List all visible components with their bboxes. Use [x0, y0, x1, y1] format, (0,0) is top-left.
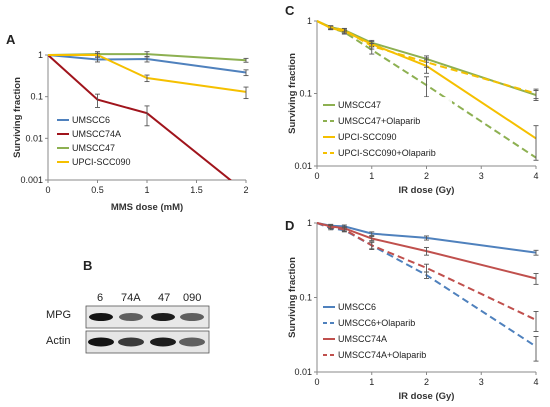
- chart-panel-a: 0 0.5 1 1.5 2 1 0.1 0.01 0.001 MMS dose (mM) Survi…: [12, 50, 249, 213]
- x-tick-label: 0.5: [91, 185, 104, 195]
- x-tick-label: 1.5: [190, 185, 203, 195]
- legend-entry: UMSCC74A+Olaparib: [338, 350, 426, 360]
- y-tick-label: 1: [38, 50, 43, 60]
- legend-entry: UMSCC6: [338, 302, 376, 312]
- legend: UMSCC6 UMSCC6+Olaparib UMSCC74A UMSCC74A+Ol…: [320, 299, 452, 363]
- chart-panel-c: 0 1 2 3 4 1 0.1 0.01 IR dose (Gy) Surviving fract…: [287, 16, 539, 196]
- series-line-umscc74a: [48, 54, 232, 180]
- mpg-band: [89, 313, 113, 321]
- y-axis-title: Surviving fraction: [12, 77, 23, 158]
- actin-band: [118, 337, 144, 347]
- legend-entry: UPCI-SCC090: [338, 132, 397, 142]
- blot-row-label-actin: Actin: [46, 335, 70, 347]
- blot-lane-label: 74A: [121, 292, 141, 304]
- plot-area: [317, 222, 539, 362]
- y-axis-title: Surviving fraction: [287, 257, 298, 338]
- legend-background: [54, 113, 136, 169]
- x-tick-label: 0: [314, 171, 319, 181]
- legend-background: [320, 97, 452, 161]
- y-tick-label: 0.1: [30, 92, 43, 102]
- x-tick-label: 1: [369, 377, 374, 387]
- actin-band: [179, 337, 205, 347]
- legend-entry: UMSCC74A: [338, 334, 387, 344]
- x-tick-label: 3: [479, 377, 484, 387]
- legend-entry: UMSCC6: [72, 115, 110, 125]
- legend-entry: UMSCC74A: [72, 129, 121, 139]
- y-tick-label: 0.001: [20, 175, 43, 185]
- x-tick-label: 4: [533, 377, 538, 387]
- x-tick-label: 0: [314, 377, 319, 387]
- mpg-band: [119, 313, 143, 321]
- plot-area: [48, 51, 249, 180]
- legend: UMSCC6 UMSCC74A UMSCC47 UPCI-SCC090: [54, 113, 136, 169]
- chart-panel-d: 0 1 2 3 4 1 0.1 0.01 IR dose (Gy) Surviving fract…: [287, 218, 539, 402]
- series-line-umscc74a-olaparib: [317, 222, 537, 321]
- y-tick-label: 1: [307, 218, 312, 228]
- legend-entry: UPCI-SCC090: [72, 157, 131, 167]
- legend-entry: UMSCC6+Olaparib: [338, 318, 415, 328]
- x-axis-title: IR dose (Gy): [399, 391, 455, 402]
- legend-entry: UMSCC47: [338, 100, 381, 110]
- x-tick-label: 1: [369, 171, 374, 181]
- x-tick-label: 0: [45, 185, 50, 195]
- blot-lane-label: 6: [97, 292, 103, 304]
- mpg-band: [151, 313, 175, 321]
- y-tick-label: 0.01: [294, 367, 312, 377]
- actin-band: [88, 337, 114, 347]
- y-tick-label: 0.01: [25, 133, 43, 143]
- x-tick-label: 1: [144, 185, 149, 195]
- series-line-upci-scc090: [48, 54, 247, 93]
- western-blot: 6 74A 47 090 MPG Actin: [46, 292, 210, 354]
- y-tick-label: 0.1: [299, 293, 312, 303]
- panel-letter-c: C: [285, 3, 295, 18]
- series-line-umscc6: [48, 54, 247, 74]
- actin-band: [150, 337, 176, 347]
- blot-lane-label: 47: [158, 292, 170, 304]
- legend: UMSCC47 UMSCC47+Olaparib UPCI-SCC090 UPCI-S…: [320, 97, 452, 161]
- y-tick-label: 0.01: [294, 161, 312, 171]
- x-tick-label: 4: [533, 171, 538, 181]
- panel-letter-d: D: [285, 218, 294, 233]
- x-tick-label: 2: [424, 377, 429, 387]
- panel-letter-a: A: [6, 32, 16, 47]
- legend-entry: UPCI-SCC090+Olaparib: [338, 148, 436, 158]
- blot-lane-label: 090: [183, 292, 201, 304]
- mpg-band: [180, 313, 204, 321]
- panel-letter-b: B: [83, 258, 92, 273]
- y-axis-title: Surviving fraction: [287, 53, 298, 134]
- blot-membrane-actin: [85, 330, 210, 354]
- x-axis-title: MMS dose (mM): [111, 202, 183, 213]
- y-tick-label: 0.1: [299, 89, 312, 99]
- legend-entry: UMSCC47+Olaparib: [338, 116, 420, 126]
- x-tick-label: 3: [479, 171, 484, 181]
- y-tick-label: 1: [307, 16, 312, 26]
- legend-entry: UMSCC47: [72, 143, 115, 153]
- x-tick-label: 2: [243, 185, 248, 195]
- x-axis-title: IR dose (Gy): [399, 185, 455, 196]
- x-tick-label: 2: [424, 171, 429, 181]
- blot-membrane-mpg: [85, 305, 210, 329]
- legend-background: [320, 299, 452, 363]
- blot-row-label-mpg: MPG: [46, 309, 71, 321]
